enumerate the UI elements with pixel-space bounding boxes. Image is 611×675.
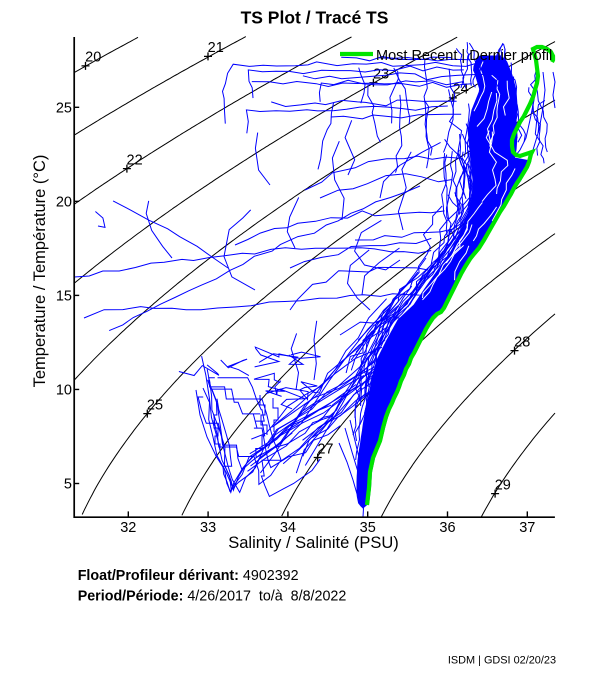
svg-text:28: 28 — [514, 334, 530, 350]
svg-text:29: 29 — [495, 477, 511, 493]
svg-text:25: 25 — [147, 397, 163, 413]
svg-text:27: 27 — [317, 441, 333, 457]
svg-text:36: 36 — [439, 520, 455, 536]
svg-text:20: 20 — [56, 195, 72, 211]
svg-text:23: 23 — [373, 67, 389, 83]
svg-text:20: 20 — [85, 50, 101, 66]
svg-text:Float/Profileur dérivant: 4902: Float/Profileur dérivant: 4902392 — [78, 568, 299, 584]
svg-text:25: 25 — [56, 101, 72, 117]
svg-text:15: 15 — [56, 289, 72, 305]
svg-text:10: 10 — [56, 383, 72, 399]
svg-text:33: 33 — [200, 520, 216, 536]
svg-text:5: 5 — [64, 477, 72, 493]
svg-text:Most Recent | Dernier profil: Most Recent | Dernier profil — [376, 48, 552, 64]
svg-text:Salinity / Salinité (PSU): Salinity / Salinité (PSU) — [228, 534, 399, 552]
svg-text:ISDM | GDSI 02/20/23: ISDM | GDSI 02/20/23 — [448, 654, 556, 666]
svg-text:TS Plot / Tracé TS: TS Plot / Tracé TS — [241, 8, 389, 28]
svg-text:32: 32 — [120, 520, 136, 536]
svg-text:34: 34 — [280, 520, 296, 536]
svg-text:37: 37 — [519, 520, 535, 536]
svg-text:22: 22 — [127, 152, 143, 168]
svg-text:Period/Période: 4/26/2017 to/: Period/Période: 4/26/2017 to/à 8/8/2022 — [78, 589, 347, 605]
svg-text:21: 21 — [208, 40, 224, 56]
svg-text:Temperature / Température (°C): Temperature / Température (°C) — [31, 155, 49, 388]
svg-text:35: 35 — [360, 520, 376, 536]
